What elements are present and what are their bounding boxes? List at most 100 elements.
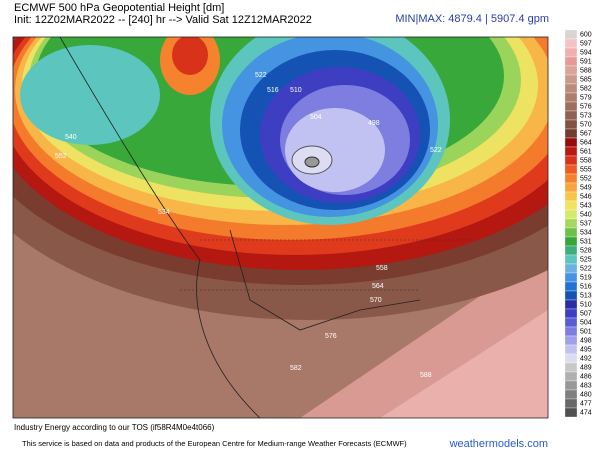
init-line: Init: 12Z02MAR2022 -- [240] hr --> Valid… — [14, 14, 312, 26]
colorbar-swatch — [564, 173, 578, 184]
contour-label: 516 — [267, 87, 279, 94]
colorbar-label: 504 — [580, 319, 592, 326]
colorbar-label: 561 — [580, 148, 592, 155]
colorbar-swatch — [564, 218, 578, 229]
colorbar-swatch — [564, 353, 578, 364]
colorbar-swatch — [564, 182, 578, 193]
title: ECMWF 500 hPa Geopotential Height [dm] — [14, 2, 224, 14]
colorbar-swatch — [564, 407, 578, 418]
colorbar-label: 555 — [580, 166, 592, 173]
contour-label: 588 — [420, 372, 432, 379]
colorbar-label: 501 — [580, 328, 592, 335]
colorbar-swatch — [564, 236, 578, 247]
colorbar-label: 549 — [580, 184, 592, 191]
colorbar-label: 522 — [580, 265, 592, 272]
contour-label: 510 — [290, 87, 302, 94]
colorbar-swatch — [564, 389, 578, 400]
colorbar-swatch — [564, 200, 578, 211]
colorbar-swatch — [564, 290, 578, 301]
colorbar-swatch — [564, 164, 578, 175]
colorbar-swatch — [564, 272, 578, 283]
colorbar-label: 525 — [580, 256, 592, 263]
colorbar-label: 495 — [580, 346, 592, 353]
colorbar-swatch — [564, 47, 578, 58]
contour-label: 498 — [368, 120, 380, 127]
colorbar-swatch — [564, 380, 578, 391]
colorbar-swatch — [564, 398, 578, 409]
contour-label: 522 — [430, 147, 442, 154]
colorbar-swatch — [564, 56, 578, 67]
colorbar-swatch — [564, 209, 578, 220]
colorbar-swatch — [564, 281, 578, 292]
colorbar-swatch — [564, 83, 578, 94]
contour-label: 540 — [65, 134, 77, 141]
contour-label: 558 — [376, 265, 388, 272]
colorbar-swatch — [564, 191, 578, 202]
colorbar-swatch — [564, 263, 578, 274]
colorbar-label: 591 — [580, 58, 592, 65]
colorbar-swatch — [564, 128, 578, 139]
contour-label: 582 — [290, 365, 302, 372]
colorbar-label: 564 — [580, 139, 592, 146]
colorbar-label: 492 — [580, 355, 592, 362]
colorbar-label: 579 — [580, 94, 592, 101]
colorbar-label: 597 — [580, 40, 592, 47]
colorbar-swatch — [564, 155, 578, 166]
colorbar-swatch — [564, 38, 578, 49]
colorbar-label: 573 — [580, 112, 592, 119]
colorbar-label: 531 — [580, 238, 592, 245]
minmax: MIN|MAX: 4879.4 | 5907.4 gpm — [395, 13, 549, 25]
colorbar-swatch — [564, 344, 578, 355]
map — [13, 37, 548, 418]
colorbar-label: 483 — [580, 382, 592, 389]
colorbar-swatch — [564, 371, 578, 382]
colorbar-swatch — [564, 227, 578, 238]
colorbar-label: 474 — [580, 409, 592, 416]
colorbar-label: 600 — [580, 31, 592, 38]
colorbar-swatch — [564, 146, 578, 157]
colorbar-swatch — [564, 92, 578, 103]
colorbar-label: 528 — [580, 247, 592, 254]
colorbar-label: 543 — [580, 202, 592, 209]
brand: weathermodels.com — [449, 438, 548, 450]
colorbar-label: 558 — [580, 157, 592, 164]
colorbar-label: 480 — [580, 391, 592, 398]
colorbar-label: 582 — [580, 85, 592, 92]
colorbar-label: 507 — [580, 310, 592, 317]
colorbar-label: 477 — [580, 400, 592, 407]
tos-note: Industry Energy according to our TOS (if… — [14, 423, 215, 432]
colorbar-swatch — [564, 119, 578, 130]
colorbar-label: 486 — [580, 373, 592, 380]
colorbar-swatch — [564, 245, 578, 256]
colorbar-label: 588 — [580, 67, 592, 74]
colorbar-label: 567 — [580, 130, 592, 137]
source-note: This service is based on data and produc… — [22, 439, 407, 448]
colorbar-swatch — [564, 65, 578, 76]
contour-label: 522 — [255, 72, 267, 79]
colorbar-label: 537 — [580, 220, 592, 227]
colorbar-swatch — [564, 326, 578, 337]
colorbar-swatch — [564, 137, 578, 148]
contour-label: 570 — [370, 297, 382, 304]
colorbar-swatch — [564, 308, 578, 319]
colorbar-swatch — [564, 254, 578, 265]
colorbar-label: 516 — [580, 283, 592, 290]
colorbar-label: 552 — [580, 175, 592, 182]
colorbar-label: 513 — [580, 292, 592, 299]
contour-label: 534 — [158, 209, 170, 216]
colorbar-swatch — [564, 29, 578, 40]
contour-label: 552 — [55, 153, 67, 160]
colorbar-label: 594 — [580, 49, 592, 56]
contour-label: 564 — [372, 283, 384, 290]
colorbar-label: 498 — [580, 337, 592, 344]
colorbar-label: 519 — [580, 274, 592, 281]
colorbar-swatch — [564, 335, 578, 346]
colorbar-label: 534 — [580, 229, 592, 236]
colorbar-label: 489 — [580, 364, 592, 371]
colorbar-label: 576 — [580, 103, 592, 110]
contour-label: 504 — [310, 114, 322, 121]
colorbar-label: 570 — [580, 121, 592, 128]
colorbar-swatch — [564, 110, 578, 121]
